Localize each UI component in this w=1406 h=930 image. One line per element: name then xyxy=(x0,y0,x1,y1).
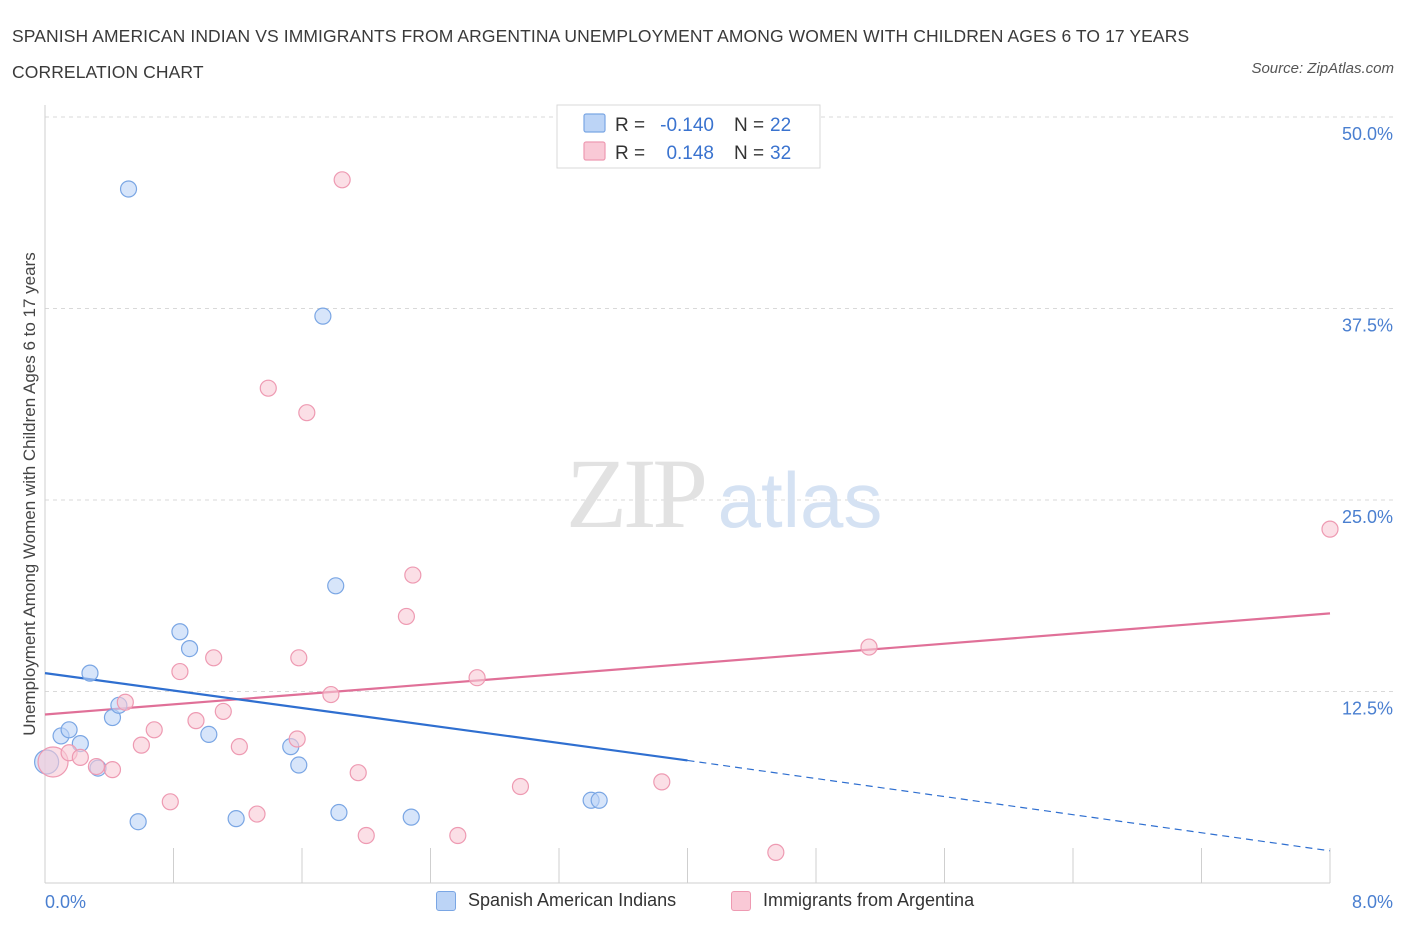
data-point-immigrants-from-argentina xyxy=(259,379,277,397)
data-point-spanish-american-indians xyxy=(180,640,199,658)
bottom-legend: Spanish American Indians Immigrants from… xyxy=(0,890,1406,916)
grid-layer xyxy=(45,116,1395,692)
source-label: Source: ZipAtlas.com xyxy=(1251,60,1394,77)
legend-swatch-blue xyxy=(436,890,456,911)
stats-r-value: -0.140 xyxy=(660,115,714,136)
data-point-spanish-american-indians xyxy=(402,808,420,826)
x-tick-label: 0.0% xyxy=(45,892,86,912)
data-point-immigrants-from-argentina xyxy=(205,649,223,667)
data-point-immigrants-from-argentina xyxy=(860,638,878,656)
data-point-spanish-american-indians xyxy=(171,623,189,641)
data-point-spanish-american-indians xyxy=(314,307,332,325)
stats-r-value: 0.148 xyxy=(666,143,714,164)
data-point-immigrants-from-argentina xyxy=(132,736,150,754)
legend-label: Immigrants from Argentina xyxy=(763,890,975,910)
data-point-immigrants-from-argentina xyxy=(298,404,316,422)
stats-n-value: 22 xyxy=(770,115,791,136)
data-point-immigrants-from-argentina xyxy=(145,721,163,739)
points-layer xyxy=(34,171,1339,861)
data-point-spanish-american-indians xyxy=(590,791,608,809)
trend-line-immigrants-from-argentina xyxy=(44,612,1331,716)
data-point-immigrants-from-argentina xyxy=(468,669,486,687)
stats-swatch-pink xyxy=(583,141,606,161)
data-point-immigrants-from-argentina xyxy=(349,764,367,782)
data-point-spanish-american-indians xyxy=(119,180,138,198)
data-point-immigrants-from-argentina xyxy=(116,693,134,711)
data-point-spanish-american-indians xyxy=(327,577,345,595)
data-point-spanish-american-indians xyxy=(81,664,99,682)
axes-layer: 12.5% 25.0% 37.5% 50.0% 0.0% 8.0% xyxy=(44,105,1393,912)
data-point-spanish-american-indians xyxy=(200,725,218,743)
data-point-immigrants-from-argentina xyxy=(37,746,69,778)
y-tick-label: 25.0% xyxy=(1342,507,1393,527)
data-point-immigrants-from-argentina xyxy=(161,793,179,811)
data-point-immigrants-from-argentina xyxy=(288,730,306,748)
data-point-spanish-american-indians xyxy=(330,803,348,822)
data-point-immigrants-from-argentina xyxy=(87,757,106,776)
watermark-zip: ZIP xyxy=(566,438,704,549)
data-point-immigrants-from-argentina xyxy=(290,649,308,667)
data-point-spanish-american-indians xyxy=(227,810,245,828)
data-point-immigrants-from-argentina xyxy=(248,805,266,823)
stats-r-label: R = xyxy=(615,143,645,164)
data-point-spanish-american-indians xyxy=(129,813,147,831)
watermark-atlas: atlas xyxy=(718,456,883,544)
legend-label: Spanish American Indians xyxy=(468,890,677,910)
data-point-immigrants-from-argentina xyxy=(322,685,340,704)
data-point-spanish-american-indians xyxy=(60,721,78,739)
legend-item-immigrants-from-argentina: Immigrants from Argentina xyxy=(731,890,974,911)
data-point-immigrants-from-argentina xyxy=(653,773,671,791)
data-point-immigrants-from-argentina xyxy=(404,566,422,584)
stats-swatch-blue xyxy=(583,113,606,133)
stats-r-label: R = xyxy=(615,115,645,136)
data-point-immigrants-from-argentina xyxy=(397,607,416,626)
data-point-immigrants-from-argentina xyxy=(171,662,189,681)
data-point-immigrants-from-argentina xyxy=(511,777,530,796)
data-point-immigrants-from-argentina xyxy=(333,171,351,189)
y-tick-label: 12.5% xyxy=(1342,699,1393,719)
data-point-immigrants-from-argentina xyxy=(1321,520,1339,538)
x-tick-label: 8.0% xyxy=(1352,892,1393,912)
trend-line-spanish-american-indians xyxy=(44,672,688,762)
stats-n-label: N = xyxy=(734,143,764,164)
legend-swatch-pink xyxy=(731,890,751,911)
watermark: ZIP atlas xyxy=(566,438,882,549)
data-point-immigrants-from-argentina xyxy=(230,738,248,756)
data-point-immigrants-from-argentina xyxy=(767,843,785,861)
trend-line-extension-spanish-american-indians xyxy=(687,759,1331,852)
chart-title: SPANISH AMERICAN INDIAN VS IMMIGRANTS FR… xyxy=(12,26,1190,82)
data-point-immigrants-from-argentina xyxy=(449,826,467,845)
data-point-immigrants-from-argentina xyxy=(71,748,89,766)
data-point-immigrants-from-argentina xyxy=(214,702,232,721)
legend-item-spanish-american-indians: Spanish American Indians xyxy=(436,890,676,911)
stats-n-label: N = xyxy=(734,115,764,136)
stats-n-value: 32 xyxy=(770,143,791,164)
data-point-immigrants-from-argentina xyxy=(187,712,205,730)
data-point-immigrants-from-argentina xyxy=(357,826,375,845)
trend-layer xyxy=(44,612,1331,852)
data-point-spanish-american-indians xyxy=(290,756,308,774)
y-tick-label: 50.0% xyxy=(1342,124,1393,144)
stats-legend: R = -0.140 N = 22 R = 0.148 N = 32 xyxy=(556,104,821,169)
y-tick-label: 37.5% xyxy=(1342,316,1393,336)
y-axis-label: Unemployment Among Women with Children A… xyxy=(20,252,39,736)
data-point-immigrants-from-argentina xyxy=(103,761,122,779)
